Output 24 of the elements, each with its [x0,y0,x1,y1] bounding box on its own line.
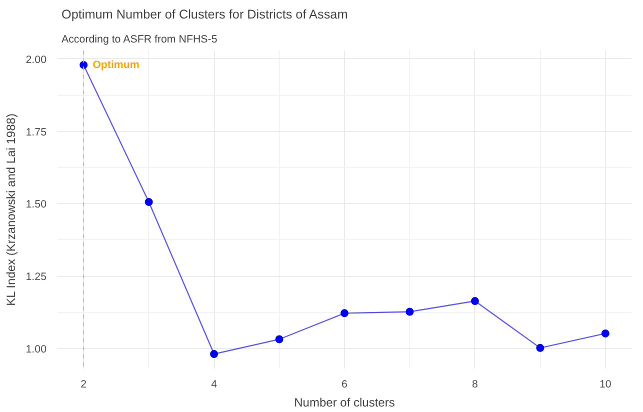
x-tick-label: 8 [472,378,478,390]
y-tick-label: 2.00 [26,54,47,66]
point [275,335,284,344]
x-tick-label: 4 [211,378,218,390]
x-tick-label: 2 [80,378,87,390]
chart-title: Optimum Number of Clusters for Districts of Assam [62,8,348,22]
y-tick-label: 1.00 [26,344,47,356]
x-tick-label: 6 [342,378,348,390]
point [340,309,348,318]
point [536,344,544,352]
y-tick-label: 1.50 [26,198,47,211]
y-tick-label: 1.75 [26,126,47,138]
point [406,308,414,316]
y-tick-label: 1.25 [26,271,47,284]
chart-subtitle: According to ASFR from NFHS-5 [62,34,218,46]
point [144,198,153,206]
point [470,297,479,306]
point [210,350,218,358]
x-axis-title: Number of clusters [294,396,395,410]
annotation: Optimum [92,58,140,71]
x-tick-label: 10 [599,378,612,390]
y-axis-title: KL Index (Krzanowski and Lai 1988) [4,114,18,306]
point [601,329,610,338]
point [80,60,88,69]
